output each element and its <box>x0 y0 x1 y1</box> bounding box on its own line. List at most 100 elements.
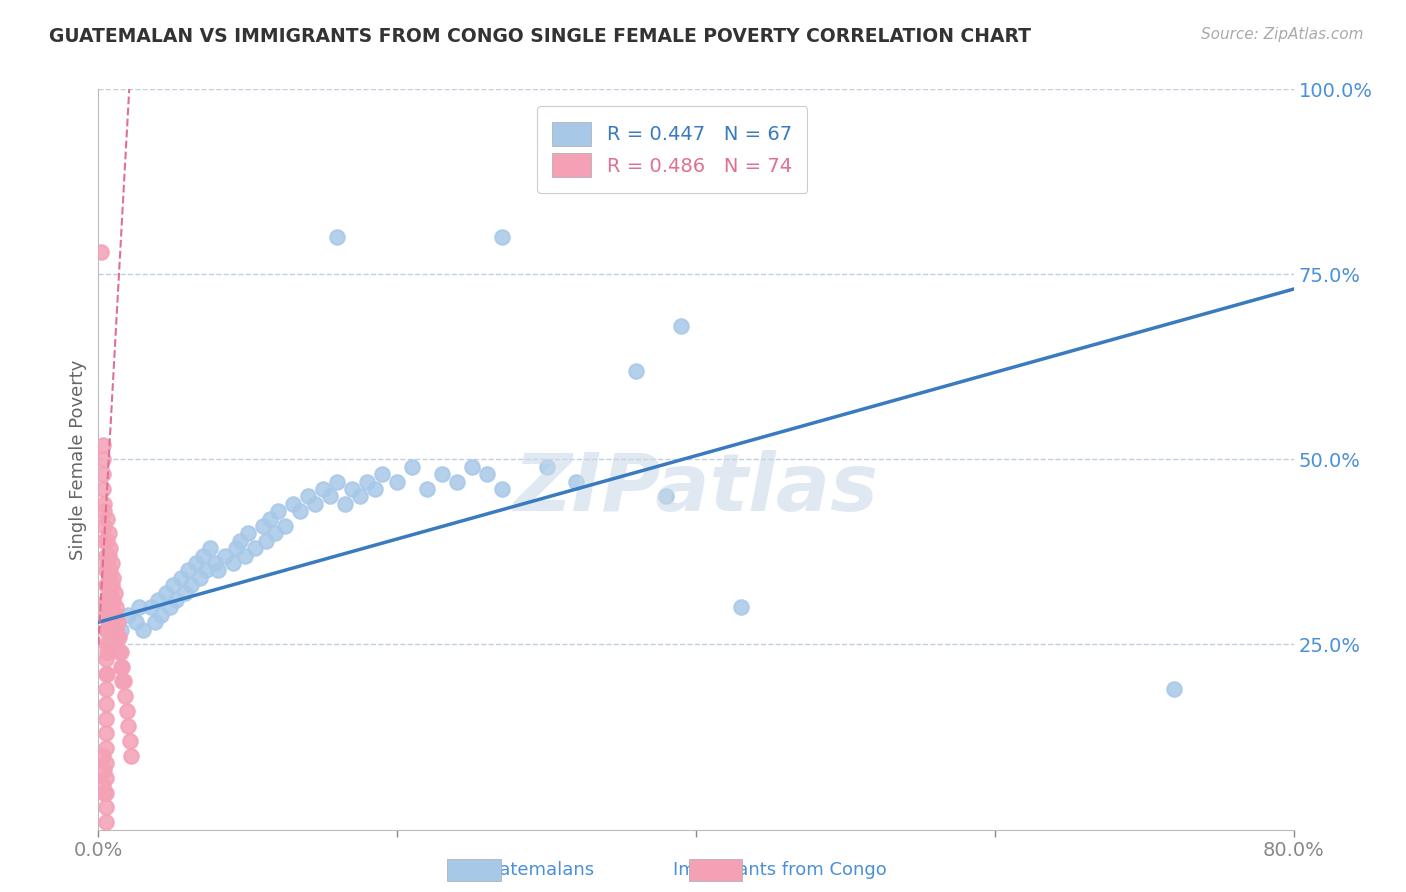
Point <box>304 497 326 511</box>
Point <box>229 533 252 548</box>
Point <box>94 578 117 592</box>
Point <box>150 607 173 622</box>
Point <box>536 459 558 474</box>
Point <box>174 585 197 599</box>
Point <box>159 600 181 615</box>
Point <box>114 690 136 704</box>
Point <box>184 556 207 570</box>
Point <box>110 659 132 673</box>
Point <box>233 549 256 563</box>
Point <box>730 600 752 615</box>
Point <box>91 748 114 763</box>
Point <box>93 519 115 533</box>
Point <box>162 578 184 592</box>
Point <box>342 482 364 496</box>
Point <box>98 564 122 578</box>
Point <box>97 637 120 651</box>
Point <box>356 475 378 489</box>
Point <box>155 585 177 599</box>
Point <box>91 437 114 451</box>
Point <box>281 497 304 511</box>
Point <box>96 667 118 681</box>
Point <box>191 549 214 563</box>
Point <box>97 571 120 585</box>
Point <box>259 511 281 525</box>
Point <box>461 459 484 474</box>
Point <box>93 504 115 518</box>
Point <box>97 615 120 630</box>
Point <box>225 541 247 556</box>
Point <box>254 533 277 548</box>
Point <box>94 786 117 800</box>
Point <box>90 245 112 260</box>
Point <box>207 564 229 578</box>
Point <box>252 519 274 533</box>
Point <box>311 482 333 496</box>
Point <box>385 475 409 489</box>
Point <box>333 497 356 511</box>
Point <box>94 637 117 651</box>
Point <box>101 556 124 570</box>
Point <box>112 674 135 689</box>
Point <box>416 482 439 496</box>
Point <box>236 526 259 541</box>
Point <box>117 719 139 733</box>
Point <box>107 615 129 630</box>
Point <box>97 549 120 563</box>
Point <box>297 489 319 503</box>
Point <box>94 726 117 740</box>
Text: ZIPatlas: ZIPatlas <box>513 450 879 528</box>
Text: Guatemalans: Guatemalans <box>474 861 595 879</box>
Point <box>288 504 311 518</box>
Point <box>110 645 132 659</box>
Point <box>94 593 117 607</box>
Text: Immigrants from Congo: Immigrants from Congo <box>673 861 887 879</box>
Point <box>143 615 166 630</box>
Point <box>401 459 423 474</box>
Point <box>103 615 125 630</box>
Text: GUATEMALAN VS IMMIGRANTS FROM CONGO SINGLE FEMALE POVERTY CORRELATION CHART: GUATEMALAN VS IMMIGRANTS FROM CONGO SING… <box>49 27 1031 45</box>
Point <box>132 623 155 637</box>
Point <box>364 482 387 496</box>
Point <box>101 578 124 592</box>
Point <box>319 489 342 503</box>
Point <box>491 230 513 244</box>
Text: Source: ZipAtlas.com: Source: ZipAtlas.com <box>1201 27 1364 42</box>
Point <box>94 815 117 830</box>
Point <box>96 533 118 548</box>
Point <box>98 585 122 599</box>
Point <box>94 607 117 622</box>
Point <box>94 681 117 696</box>
Point <box>96 511 118 525</box>
Point <box>349 489 371 503</box>
Point <box>94 800 117 814</box>
Point <box>177 564 200 578</box>
Point <box>101 600 124 615</box>
Point <box>110 623 132 637</box>
Point <box>94 564 117 578</box>
Point <box>104 607 127 622</box>
Point <box>93 786 115 800</box>
Point <box>94 697 117 711</box>
Point <box>446 475 468 489</box>
Point <box>326 230 349 244</box>
Point <box>169 571 191 585</box>
Point <box>94 623 117 637</box>
Point <box>96 578 118 592</box>
Point <box>148 593 170 607</box>
Point <box>430 467 453 482</box>
Point <box>1163 681 1185 696</box>
Point <box>98 541 122 556</box>
Point <box>120 748 142 763</box>
Point <box>326 475 349 489</box>
Point <box>565 475 588 489</box>
Point <box>371 467 394 482</box>
Point <box>475 467 498 482</box>
Point <box>111 659 134 673</box>
Point <box>200 541 222 556</box>
Point <box>94 741 117 756</box>
Point <box>125 615 148 630</box>
Point <box>103 571 125 585</box>
Point <box>91 778 114 792</box>
Point <box>97 526 120 541</box>
